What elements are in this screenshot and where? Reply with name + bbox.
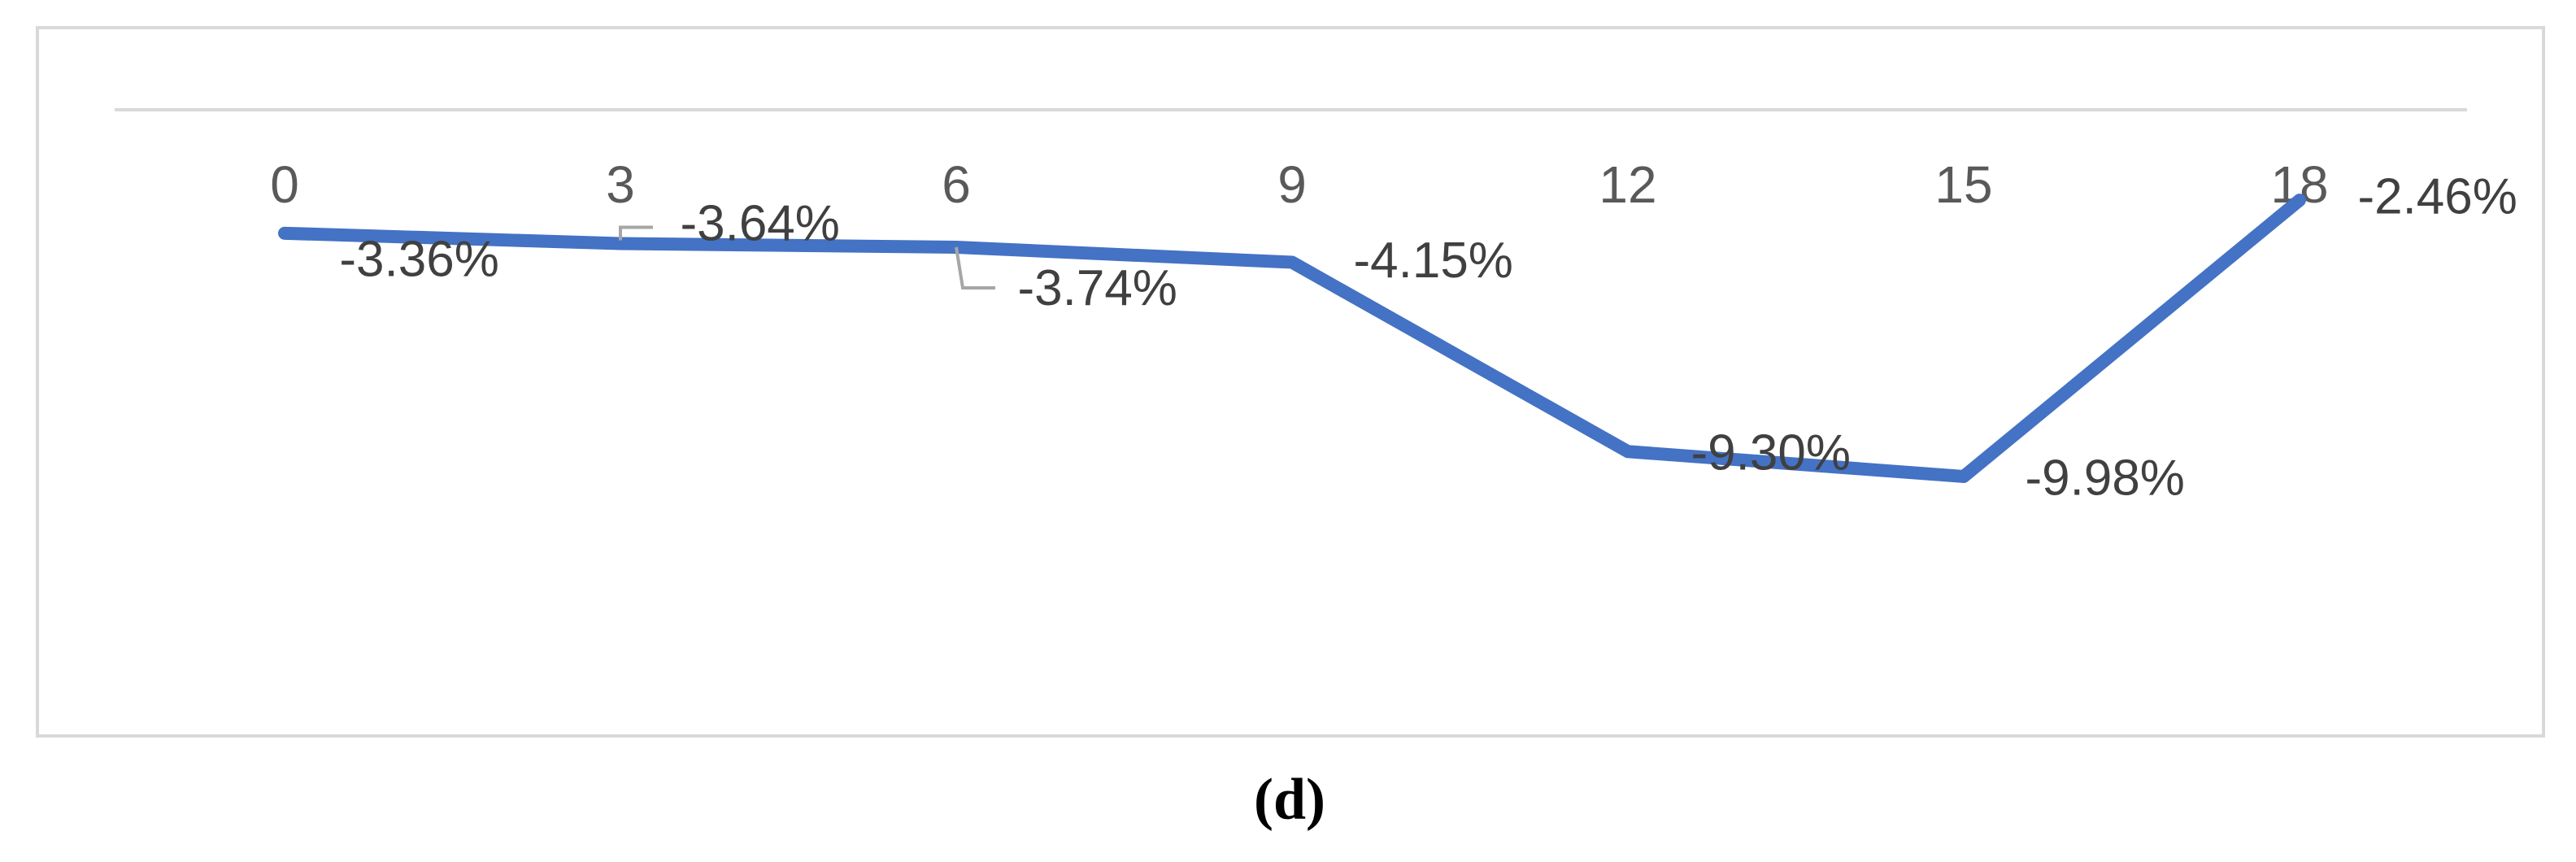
chart-frame <box>36 26 2545 738</box>
data-label: -3.64% <box>680 196 839 252</box>
data-label: -4.15% <box>1353 233 1512 289</box>
leader-line <box>619 225 653 241</box>
x-tick-label: 12 <box>1599 155 1656 214</box>
x-tick-label: 6 <box>942 155 971 214</box>
data-label: -3.74% <box>1017 260 1177 316</box>
x-tick-label: 0 <box>270 155 299 214</box>
x-tick-label: 3 <box>606 155 635 214</box>
data-label: -3.36% <box>339 232 498 288</box>
x-tick-label: 9 <box>1277 155 1307 214</box>
caption: (d) <box>1254 767 1325 832</box>
data-label: -2.46% <box>2357 169 2517 225</box>
data-line <box>278 194 2306 483</box>
leader-line <box>955 246 995 290</box>
data-label: -9.98% <box>2025 450 2184 506</box>
data-label: -9.30% <box>1691 425 1851 481</box>
x-tick-label: 15 <box>1934 155 1992 214</box>
